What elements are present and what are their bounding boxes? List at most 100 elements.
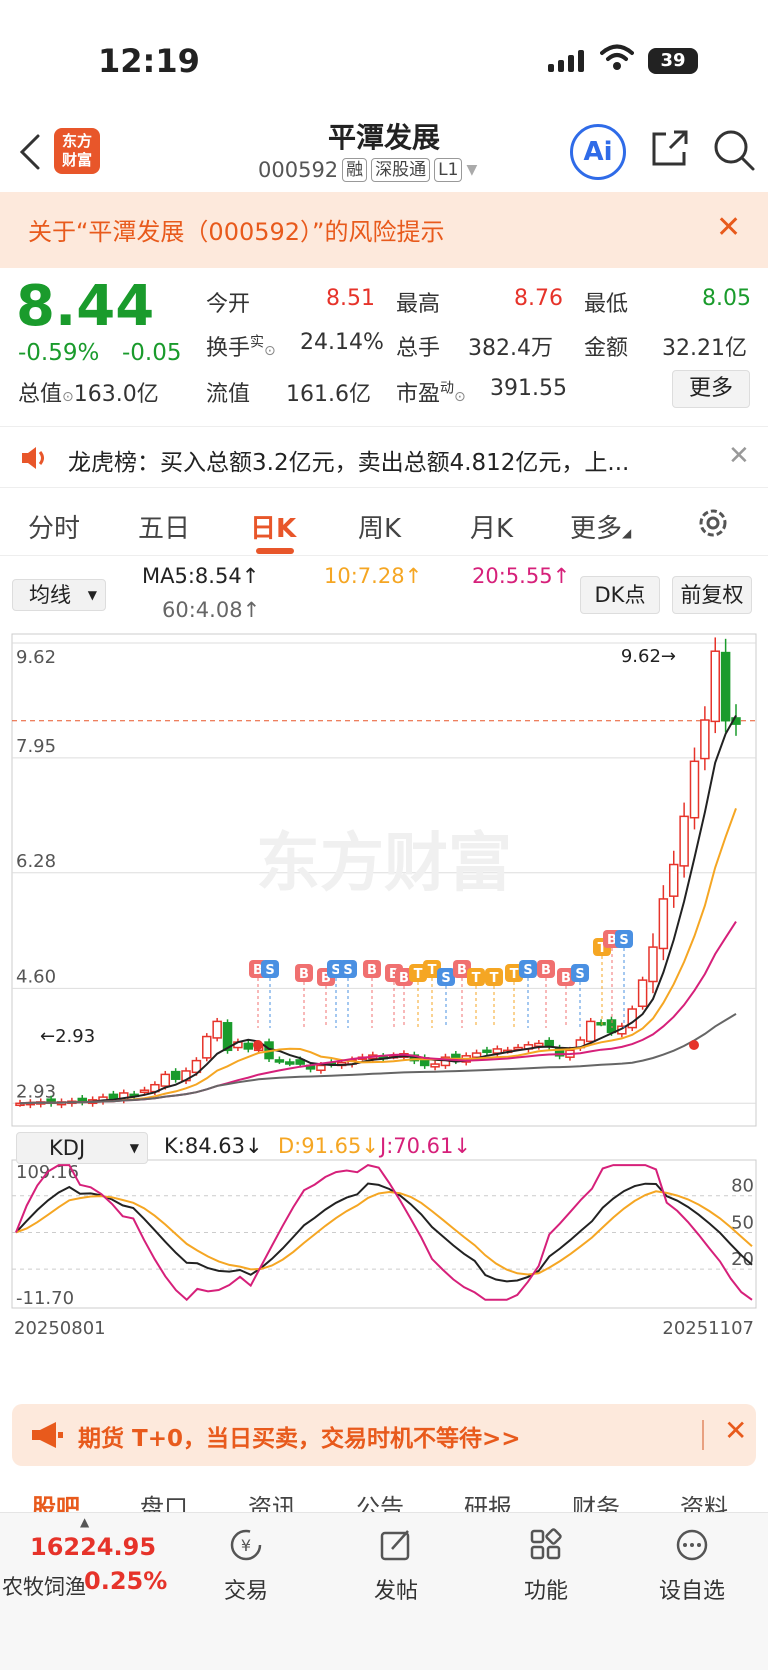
tab-announcements[interactable]: 公告 [356,1494,404,1512]
arrow-down-icon: ↓ [244,1134,263,1158]
info-icon[interactable]: ⊙ [62,389,74,405]
chevron-down-icon: ▼ [466,162,478,178]
notice-text[interactable]: 龙虎榜：买入总额3.2亿元，卖出总额4.812亿元，上... [68,450,630,476]
signal-badge [571,964,589,982]
tab-monthly-k[interactable]: 月K [470,514,514,544]
k-line [15,1182,753,1283]
dropdown-icon: ▼ [87,588,97,602]
candle-body [637,979,648,1008]
app-logo[interactable]: 东方 财富 [54,128,100,174]
candle-body [668,863,679,897]
kdj-select[interactable]: KDJ ▼ [16,1132,148,1164]
post-button[interactable]: 发帖 [348,1525,444,1605]
y-tick-label: 50 [731,1212,754,1233]
grid-icon [530,1528,562,1560]
watermark: 东方财富 [256,827,512,901]
futures-ad-text[interactable]: 期货 T+0，当日买卖，交易时机不等待>> [78,1426,521,1452]
tab-news[interactable]: 资讯 [248,1494,296,1512]
candle-body [648,946,658,983]
x-start-label: 20250801 [14,1318,106,1339]
trade-button[interactable]: ¥ 交易 [198,1525,294,1605]
share-icon[interactable] [648,128,690,170]
signal-letter: S [331,963,340,978]
index-name[interactable]: 农牧饲渔 [2,1575,86,1599]
functions-button[interactable]: 功能 [498,1525,594,1605]
candle-body [295,1059,305,1065]
change-percent: -0.59% [18,340,100,366]
search-icon[interactable] [712,128,756,172]
signal-badge [453,960,471,978]
kdj-legend: KDJ ▼ K:84.63↓ D:91.65↓ J:70.61↓ [0,1132,768,1168]
candle-body [679,815,689,867]
event-dot [253,1040,263,1050]
y-tick-label: 6.28 [16,851,56,872]
tab-forum[interactable]: 股吧 [32,1494,80,1512]
candle-body [585,1020,596,1043]
candle-body [222,1022,233,1052]
candle-body [191,1059,202,1074]
signal-letter: T [490,971,499,986]
gear-icon[interactable] [696,506,730,540]
candle-body [720,651,731,722]
tab-five-day[interactable]: 五日 [138,514,191,544]
candle-body [700,719,710,760]
dk-points-button[interactable]: DK点 [580,576,660,614]
amount-value: 32.21亿 [662,336,747,361]
back-arrow-icon[interactable] [18,132,42,172]
signal-badge [519,960,537,978]
add-watchlist-button[interactable]: 设自选 [644,1525,740,1605]
svg-text:¥: ¥ [241,1536,251,1555]
arrow-down-icon: ↓ [361,1134,379,1158]
info-icon[interactable]: ⊙ [454,389,466,405]
max-price-label: 9.62→ [621,646,676,667]
tab-more[interactable]: 更多◢ [570,514,632,544]
y-tick-label: 4.60 [16,966,56,987]
candle-body [689,760,700,819]
plot-frame [11,1159,757,1309]
signal-letter: B [253,963,263,978]
more-button[interactable]: 更多 [672,370,750,408]
tab-orderbook[interactable]: 盘口 [140,1494,188,1512]
notice-bar[interactable]: 龙虎榜：买入总额3.2亿元，卖出总额4.812亿元，上... ✕ [0,426,768,488]
tab-weekly-k[interactable]: 周K [358,514,402,544]
close-icon[interactable]: ✕ [716,210,742,245]
info-icon[interactable]: ⊙ [264,343,276,359]
candle-body [212,1020,222,1039]
y-tick-label: 7.95 [16,736,56,757]
float-value: 161.6亿 [286,382,371,407]
ma-select[interactable]: 均线 ▼ [12,579,106,611]
stock-meta[interactable]: 000592 融 深股通 L1 ▼ [258,158,477,182]
signal-letter: B [321,971,331,986]
signal-badge [295,964,313,982]
candle-body [482,1049,492,1054]
futures-ad-banner[interactable]: 期货 T+0，当日买卖，交易时机不等待>> ✕ [12,1404,756,1466]
ai-assistant-icon[interactable]: Ai [570,124,626,180]
signal-letter: T [428,963,437,978]
stock-name: 平潭发展 [327,121,440,154]
close-icon[interactable]: ✕ [724,1414,748,1447]
signal-badge [437,968,455,986]
signal-letter: S [575,967,584,982]
risk-warning-text[interactable]: 关于“平潭发展（000592）”的风险提示 [28,218,445,246]
tab-daily-k[interactable]: 日K [250,514,297,544]
tab-research[interactable]: 研报 [464,1494,512,1512]
adjust-button[interactable]: 前复权 [672,576,752,614]
close-icon[interactable]: ✕ [728,441,750,471]
candle-body [285,1061,295,1065]
candle-body [710,650,720,723]
active-tab-indicator [256,548,294,554]
signal-letter: T [510,967,519,982]
chart-area[interactable]: 9.62 7.95 6.28 4.60 2.93 东方财富 9.62→ ←2.93 B S B B S S… [0,630,768,1390]
pe-value: 391.55 [490,376,567,401]
signal-badge [485,968,503,986]
risk-warning-banner[interactable]: 关于“平潭发展（000592）”的风险提示 ✕ [0,192,768,268]
tab-intraday[interactable]: 分时 [28,514,81,544]
tab-profile[interactable]: 资料 [680,1494,728,1512]
index-value[interactable]: 16224.95 [30,1533,157,1561]
index-change[interactable]: 0.25% [84,1567,168,1595]
candle-body [108,1093,119,1100]
tab-finance[interactable]: 财务 [572,1494,620,1512]
signal-badge [557,968,575,986]
